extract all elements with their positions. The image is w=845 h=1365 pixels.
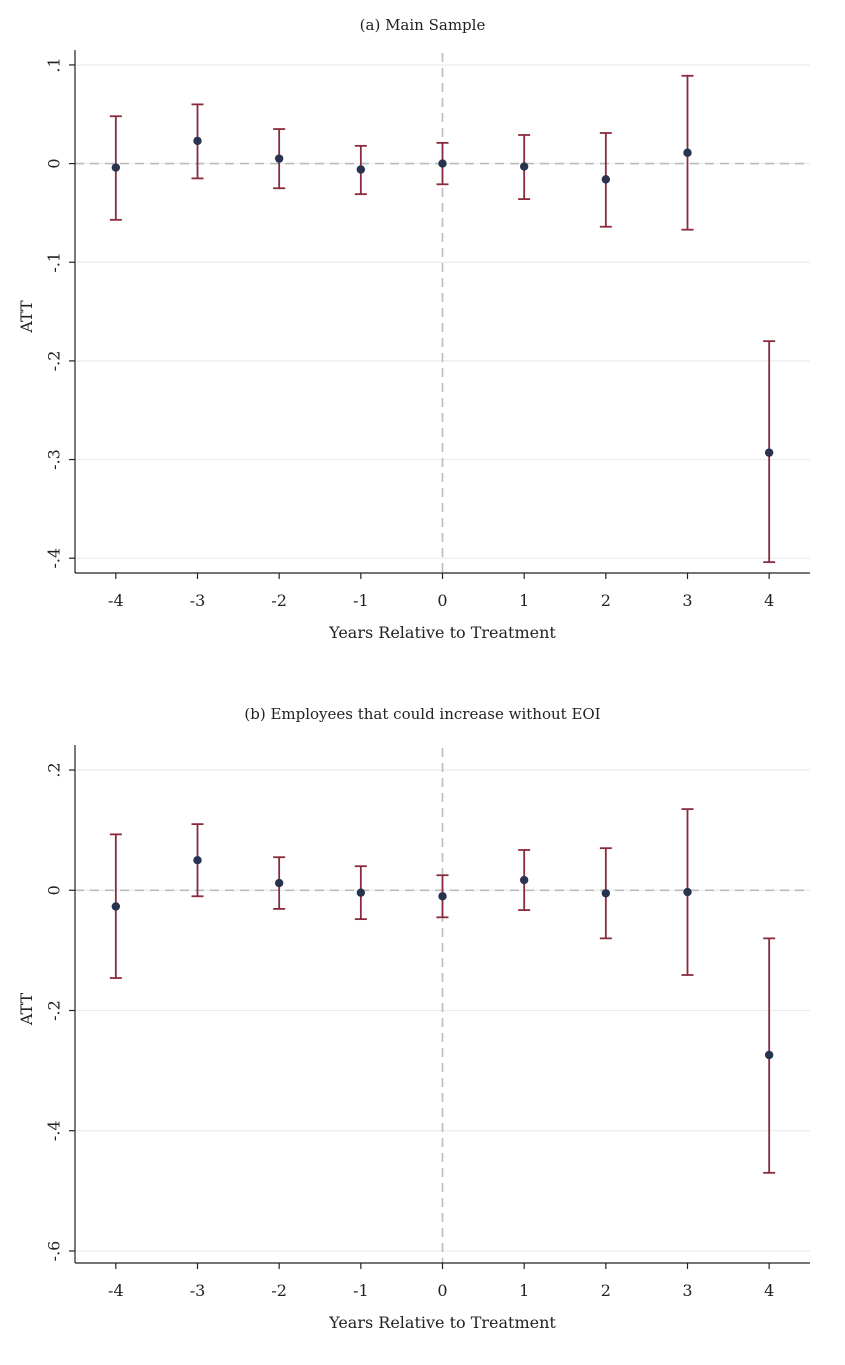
chart-panel-b: (b) Employees that could increase withou… xyxy=(17,705,810,1332)
data-point xyxy=(438,159,447,168)
data-point xyxy=(193,856,202,865)
data-point xyxy=(519,875,529,885)
y-tick-label: -.2 xyxy=(45,1000,64,1021)
data-point xyxy=(356,888,366,897)
x-axis-label: Years Relative to Treatment xyxy=(328,1313,556,1332)
x-tick-label: -3 xyxy=(190,591,206,610)
x-tick-label: -4 xyxy=(108,1281,124,1300)
x-tick-label: -3 xyxy=(190,1281,206,1300)
y-tick-label: -.6 xyxy=(45,1241,64,1262)
x-tick-label: -2 xyxy=(271,591,287,610)
data-point xyxy=(111,163,121,172)
data-point xyxy=(193,136,202,146)
y-tick-label: -.4 xyxy=(45,548,64,569)
y-tick-label: .2 xyxy=(45,762,64,777)
x-tick-label: -2 xyxy=(271,1281,287,1300)
x-tick-label: 0 xyxy=(437,1281,447,1300)
x-tick-label: 3 xyxy=(682,1281,692,1300)
data-point xyxy=(764,1050,774,1060)
x-tick-label: 0 xyxy=(437,591,447,610)
x-tick-label: -4 xyxy=(108,591,124,610)
x-tick-label: 1 xyxy=(519,591,529,610)
data-point xyxy=(683,887,692,897)
y-tick-label: 0 xyxy=(45,885,64,895)
data-point xyxy=(274,878,284,888)
chart-panel-a: (a) Main Sample .1 0 -.1 -.2 -.3 -.4 -4 -3 -2 -1 0 1… xyxy=(17,16,810,642)
x-tick-label: -1 xyxy=(353,591,369,610)
x-tick-label: 4 xyxy=(764,591,774,610)
data-point xyxy=(601,175,611,184)
data-point xyxy=(764,448,774,457)
x-tick-label: 2 xyxy=(601,1281,611,1300)
data-point xyxy=(519,162,529,171)
data-point xyxy=(111,902,121,911)
data-point xyxy=(274,154,284,163)
data-point xyxy=(601,889,611,898)
y-tick-label: -.2 xyxy=(45,351,64,372)
y-tick-label: -.1 xyxy=(45,252,64,273)
y-tick-label: 0 xyxy=(45,158,64,168)
x-tick-label: 2 xyxy=(601,591,611,610)
x-tick-label: -1 xyxy=(353,1281,369,1300)
data-point xyxy=(356,165,366,174)
y-axis-label: ATT xyxy=(17,300,36,334)
chart-title: (b) Employees that could increase withou… xyxy=(244,705,600,723)
y-tick-label: .1 xyxy=(45,57,64,72)
y-tick-label: -.3 xyxy=(45,449,64,470)
y-axis-label: ATT xyxy=(17,993,36,1027)
x-tick-label: 4 xyxy=(764,1281,774,1300)
x-tick-label: 3 xyxy=(682,591,692,610)
data-point xyxy=(438,892,447,901)
chart-title: (a) Main Sample xyxy=(360,16,486,34)
y-tick-label: -.4 xyxy=(45,1120,64,1141)
data-point xyxy=(683,148,692,157)
x-axis-label: Years Relative to Treatment xyxy=(328,623,556,642)
x-tick-label: 1 xyxy=(519,1281,529,1300)
